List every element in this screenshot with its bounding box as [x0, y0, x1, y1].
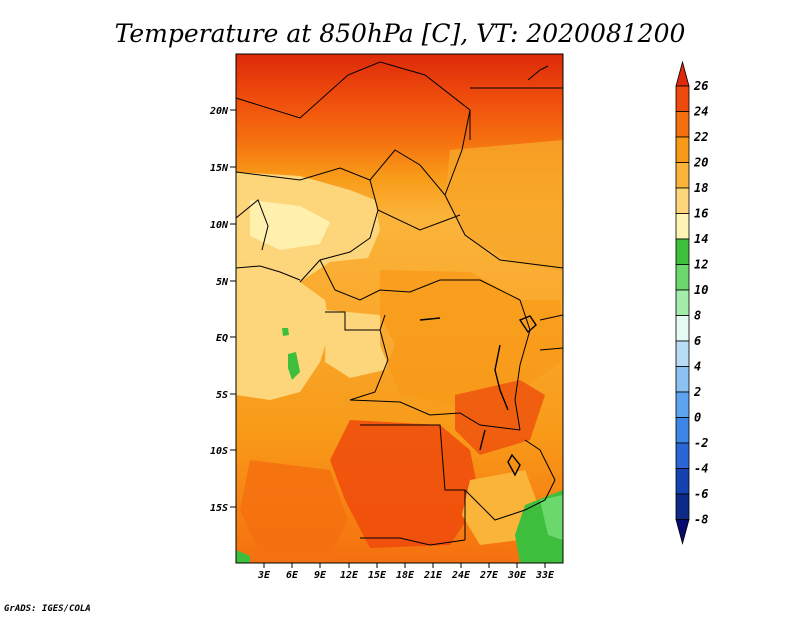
colorbar-cell: [675, 366, 690, 393]
colorbar-cell: [675, 493, 690, 520]
colorbar-label: 20: [693, 156, 708, 170]
colorbar-cell: [675, 468, 690, 495]
colorbar-cell: [675, 238, 690, 265]
temperature-field: [236, 54, 563, 563]
lakes: [419, 315, 537, 477]
lon-label: 15E: [368, 570, 387, 581]
colorbar-cell: [675, 85, 690, 112]
colorbar-cell: [675, 391, 690, 418]
lat-label: 15N: [210, 163, 229, 174]
colorbar-label: 18: [694, 181, 708, 195]
colorbar-label: 14: [694, 232, 708, 246]
colorbar-cell: [675, 289, 690, 316]
lon-label: 6E: [286, 570, 299, 581]
colorbar-label: 26: [693, 79, 708, 93]
lat-label: 10S: [210, 446, 228, 457]
colorbar-cell: [675, 442, 690, 469]
lon-label: 3E: [257, 570, 271, 581]
colorbar-cell: [675, 111, 690, 138]
colorbar-label: 16: [694, 207, 708, 221]
lon-label: 12E: [340, 570, 359, 581]
lon-label: 30E: [507, 570, 527, 581]
lon-label: 9E: [314, 570, 327, 581]
lat-label: EQ: [216, 333, 228, 344]
map-frame: [235, 53, 564, 564]
lat-label: 5N: [216, 277, 229, 288]
colorbar-cell: [675, 315, 690, 342]
country-boundaries: [236, 61, 563, 546]
colorbar-cell: [675, 519, 690, 546]
colorbar-label: 6: [694, 334, 701, 348]
colorbar-cell: [675, 417, 690, 444]
colorbar-cell: [675, 340, 690, 367]
colorbar-cell: [675, 60, 690, 87]
colorbar-cell: [675, 213, 690, 240]
colorbar-cell: [675, 264, 690, 291]
colorbar-cell: [675, 136, 690, 163]
colorbar-label: 0: [694, 411, 701, 425]
lon-label: 33E: [535, 570, 555, 581]
lon-label: 27E: [479, 570, 499, 581]
colorbar-cell: [675, 162, 690, 189]
lon-label: 24E: [451, 570, 471, 581]
colorbar-label: 24: [693, 105, 708, 119]
colorbar-cell: [675, 187, 690, 214]
colorbar-label: 10: [694, 283, 708, 297]
latitude-axis: 20N 15N 10N 5N EQ 5S 10S 15S: [209, 106, 236, 514]
colorbar-label: -6: [694, 487, 708, 501]
lat-label: 20N: [209, 106, 229, 117]
colorbar-label: -4: [694, 462, 708, 476]
lat-label: 15S: [210, 503, 228, 514]
colorbar-label: 8: [694, 309, 701, 323]
lon-label: 21E: [423, 570, 443, 581]
map-title: Temperature at 850hPa [C], VT: 202008120…: [115, 19, 686, 48]
grads-credit: GrADS: IGES/COLA: [4, 604, 91, 614]
colorbar-label: 22: [693, 130, 708, 144]
colorbar-label: 4: [694, 360, 701, 374]
lat-label: 5S: [216, 390, 228, 401]
colorbar-label: 2: [693, 385, 701, 399]
colorbar-label: -8: [694, 513, 708, 527]
colorbar-label: 12: [694, 258, 708, 272]
colorbar-label: -2: [694, 436, 708, 450]
longitude-axis: 3E 6E 9E 12E 15E 18E 21E 24E 27E 30E 33E: [257, 563, 555, 581]
lon-label: 18E: [396, 570, 415, 581]
lat-label: 10N: [210, 220, 229, 231]
